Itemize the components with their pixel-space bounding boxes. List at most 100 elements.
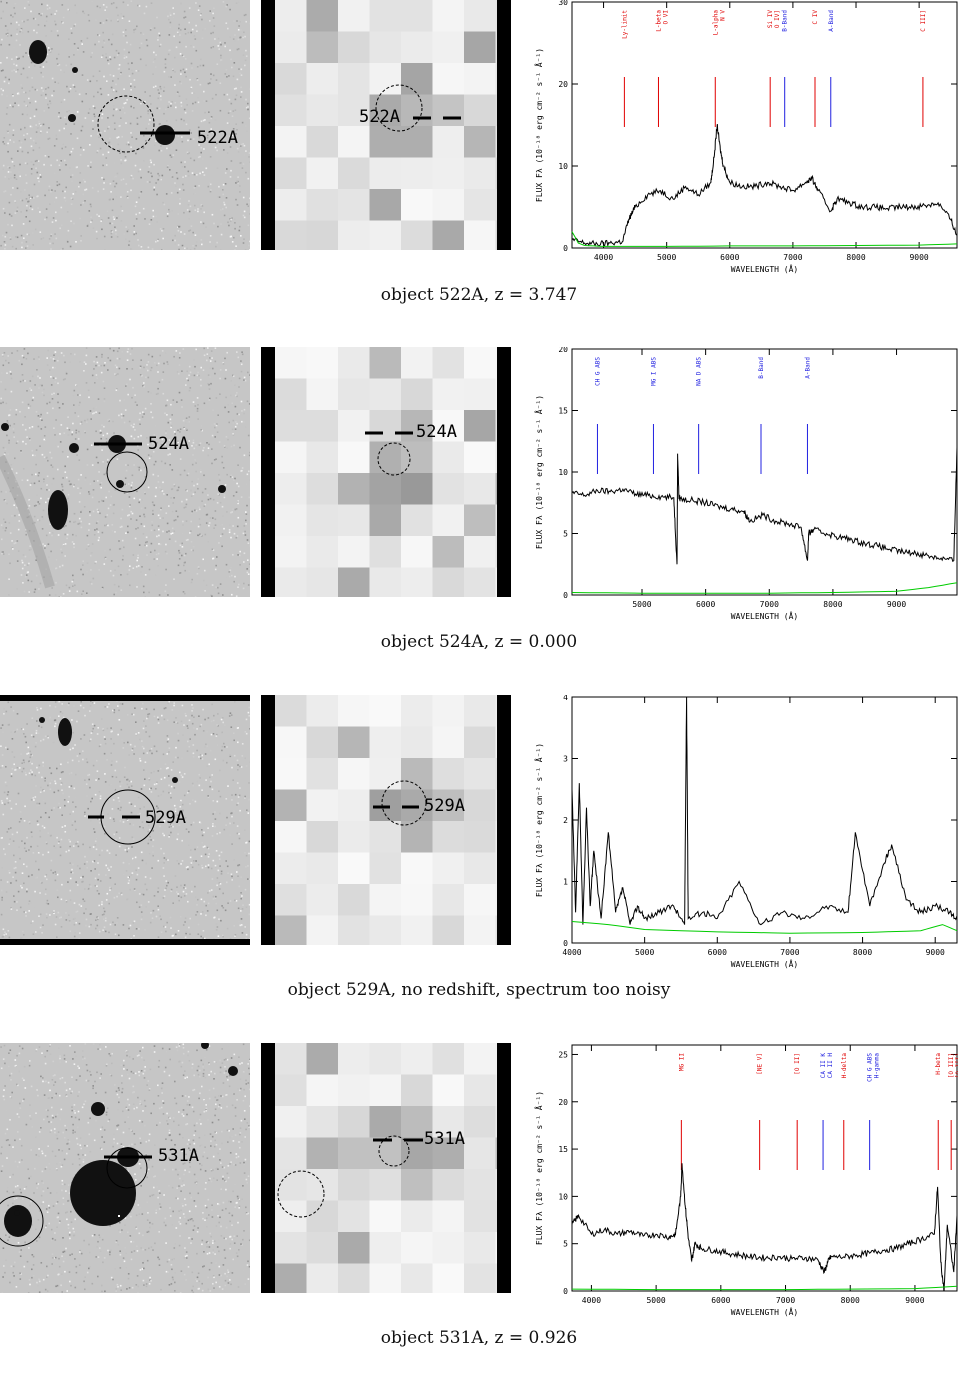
line-marker-label: L-beta	[655, 10, 662, 32]
object-label: 531A	[158, 1146, 199, 1166]
line-marker-label: [NE V]	[757, 1053, 764, 1075]
x-tick-label: 4000	[594, 253, 613, 262]
x-tick-label: 8000	[841, 1296, 860, 1305]
object-label: 522A	[197, 128, 238, 148]
line-marker-label: H-delta	[841, 1053, 848, 1079]
source-blob	[1, 423, 9, 431]
line-marker-label: NA D ABS	[696, 357, 703, 386]
x-tick-label: 4000	[582, 1296, 601, 1305]
optical-image-panel: 524A	[0, 347, 250, 597]
y-axis-label: FLUX Fλ (10⁻¹⁸ erg cm⁻² s⁻¹ Å⁻¹)	[533, 743, 544, 897]
x-tick-label: 6000	[711, 1296, 730, 1305]
x-tick-label: 5000	[646, 1296, 665, 1305]
source-blob	[48, 490, 68, 530]
source-blob	[39, 717, 45, 723]
source-blob	[58, 718, 72, 746]
x-tick-label: 4000	[562, 948, 581, 957]
line-marker-label: CH G ABS	[867, 1053, 874, 1082]
line-marker-label: MG I ABS	[650, 357, 657, 386]
line-marker-label: [O II]	[794, 1053, 801, 1075]
y-tick-label: 2	[563, 816, 568, 825]
line-marker-label: CH G ABS	[594, 357, 601, 386]
source-blob	[228, 1066, 238, 1076]
source-blob	[218, 485, 226, 493]
x-tick-label: 8000	[823, 600, 842, 609]
y-tick-label: 10	[558, 162, 568, 171]
optical-image-panel: 529A	[0, 695, 250, 945]
y-tick-label: 10	[558, 1192, 568, 1201]
y-tick-label: 0	[563, 939, 568, 948]
y-tick-label: 5	[563, 1240, 568, 1249]
line-marker-label: N V	[719, 10, 726, 21]
object-label: 524A	[148, 434, 189, 454]
line-marker-label: A-Band	[828, 10, 835, 32]
y-tick-label: 20	[558, 1098, 568, 1107]
line-marker-label: [O III]	[948, 1053, 955, 1078]
y-tick-label: 0	[563, 1287, 568, 1296]
y-tick-label: 15	[558, 1145, 568, 1154]
object-label: 522A	[359, 107, 400, 127]
source-blob	[29, 40, 47, 64]
y-axis-label: FLUX Fλ (10⁻¹⁸ erg cm⁻² s⁻¹ Å⁻¹)	[533, 48, 544, 202]
source-blob	[69, 443, 79, 453]
x-tick-label: 9000	[887, 600, 906, 609]
y-tick-label: 4	[563, 695, 568, 702]
line-marker-label: H-gamma	[874, 1053, 881, 1079]
y-axis-label: FLUX Fλ (10⁻¹⁸ erg cm⁻² s⁻¹ Å⁻¹)	[533, 1091, 544, 1245]
x-tick-label: 6000	[696, 600, 715, 609]
source-blob	[155, 125, 175, 145]
source-blob	[4, 1205, 32, 1237]
x-axis-label: WAVELENGTH (Å)	[731, 958, 798, 969]
object-caption: object 531A, z = 0.926	[0, 1328, 958, 1348]
y-tick-label: 3	[563, 755, 568, 764]
object-label: 529A	[424, 796, 465, 816]
y-tick-label: 25	[558, 1050, 568, 1059]
optical-image-panel: 522A	[0, 0, 250, 250]
x-tick-label: 9000	[905, 1296, 924, 1305]
xray-image-panel: 522A	[261, 0, 511, 250]
x-tick-label: 5000	[635, 948, 654, 957]
line-marker-label: H-beta	[935, 1053, 942, 1075]
source-blob	[14, 1210, 20, 1216]
x-tick-label: 5000	[632, 600, 651, 609]
y-tick-label: 10	[558, 468, 568, 477]
y-tick-label: 15	[558, 407, 568, 416]
line-marker-label: CA II H	[827, 1053, 834, 1079]
source-blob	[116, 480, 124, 488]
xray-image-panel: 529A	[261, 695, 511, 945]
x-tick-label: 8000	[853, 948, 872, 957]
line-marker-label: C IV	[812, 10, 819, 25]
source-blob	[91, 1102, 105, 1116]
y-tick-label: 1	[563, 878, 568, 887]
line-marker-label: B-Band	[782, 10, 789, 32]
x-tick-label: 7000	[760, 600, 779, 609]
x-tick-label: 9000	[926, 948, 945, 957]
x-tick-label: 6000	[720, 253, 739, 262]
line-marker-label: O IV]	[774, 10, 781, 28]
source-blob	[172, 777, 178, 783]
line-marker-label: MG II	[678, 1053, 685, 1071]
line-marker-label: A-Band	[804, 357, 811, 379]
line-marker-label: Ly-limit	[621, 10, 628, 39]
line-marker-label: CA II K	[820, 1053, 827, 1079]
y-tick-label: 30	[558, 0, 568, 7]
line-marker-label: L-alpha	[712, 10, 719, 36]
object-label: 531A	[424, 1129, 465, 1149]
line-marker-label: Si IV	[767, 10, 774, 28]
source-blob	[68, 114, 76, 122]
source-blob	[72, 67, 78, 73]
x-tick-label: 7000	[780, 948, 799, 957]
object-label: 529A	[145, 808, 186, 828]
x-tick-label: 9000	[909, 253, 928, 262]
x-tick-label: 7000	[783, 253, 802, 262]
y-tick-label: 0	[563, 591, 568, 600]
optical-image-panel: 531A	[0, 1043, 250, 1293]
x-tick-label: 7000	[776, 1296, 795, 1305]
line-marker-label: O VI	[662, 10, 669, 25]
source-blob	[70, 1160, 136, 1226]
object-caption: object 529A, no redshift, spectrum too n…	[0, 980, 958, 1000]
